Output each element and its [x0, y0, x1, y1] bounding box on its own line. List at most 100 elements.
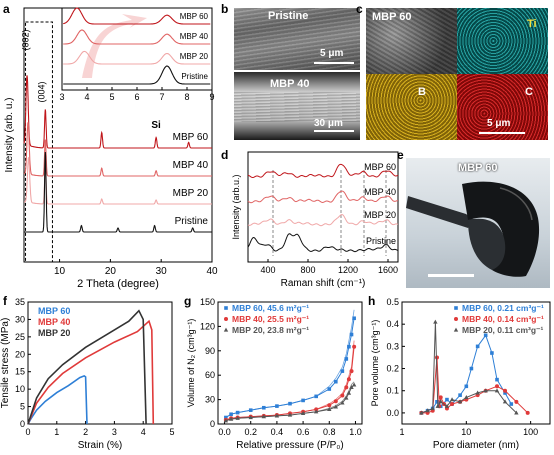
pore-legend-marker: [454, 317, 458, 321]
xrd-xtick-label: 10: [54, 266, 66, 277]
tensile-ytick-label: 30: [15, 314, 25, 324]
xrd-zoom-box: [25, 21, 53, 263]
tensile-ytick-label: 35: [15, 297, 25, 307]
raman-xtick-label: 1600: [378, 265, 398, 275]
eds-label-b: B: [418, 86, 426, 98]
panel-letter-h: h: [368, 294, 376, 308]
pore-xtick-label: 10: [461, 427, 471, 437]
bet-point: [344, 395, 349, 400]
bet-point: [288, 401, 292, 406]
pore-point: [503, 391, 507, 395]
panel-letter-a: a: [3, 2, 10, 16]
bet-ytick-label: 0: [210, 419, 215, 429]
tensile-ytick-label: 20: [15, 349, 25, 359]
xrd-inset-series-label: MBP 60: [180, 12, 209, 21]
bet-legend-marker: [224, 317, 228, 321]
tensile-xtick-label: 2: [83, 427, 88, 437]
pore-ylabel: Pore volume (cm³g⁻¹): [370, 320, 380, 407]
pore-xtick-label: 1: [399, 427, 404, 437]
xrd-annotation-002: (002): [21, 29, 31, 50]
flexible-film-illustration: [406, 181, 540, 277]
pore-legend-marker: [454, 306, 458, 310]
xrd-inset-series-3: [63, 65, 211, 85]
bet-point: [340, 369, 345, 373]
pore-point: [509, 402, 514, 406]
raman-series-0: [247, 163, 399, 178]
bet-xtick-label: 0.2: [244, 427, 257, 437]
bet-legend-marker: [224, 306, 228, 310]
raman-xtick-label: 1200: [338, 265, 358, 275]
pore-series-2: [421, 321, 517, 414]
bet-ytick-label: 60: [205, 370, 215, 380]
bet-point: [223, 418, 229, 423]
pore-series-0: [421, 334, 512, 414]
bet-xtick-label: 0.6: [297, 427, 310, 437]
sem-top-scale-bar: [314, 62, 354, 64]
bet-xtick-label: 0.4: [271, 427, 284, 437]
bet-point: [300, 411, 306, 416]
xrd-series-2: [24, 157, 212, 205]
xrd-inset-series-label: Pristine: [181, 72, 208, 81]
bet-legend-marker: [223, 327, 229, 332]
bet-legend-2: MBP 20, 23.8 m²g⁻¹: [232, 325, 309, 335]
panel-c-eds-b: B: [366, 74, 457, 140]
sem-bottom-scale-bar: [314, 130, 354, 132]
pore-legend-0: MBP 60, 0.21 cm³g⁻¹: [462, 303, 544, 313]
pore-point: [438, 395, 443, 400]
bet-point: [347, 344, 351, 349]
raman-series-label: MBP 20: [364, 210, 396, 220]
xrd-inset-series-label: MBP 20: [180, 52, 209, 61]
sem-bottom-label: MBP 40: [270, 78, 310, 90]
bet-point: [274, 413, 280, 418]
pore-point: [430, 406, 435, 411]
pore-xlabel: Pore diameter (nm): [433, 440, 519, 451]
tensile-xtick-label: 3: [112, 427, 117, 437]
bet-point: [235, 410, 240, 415]
bet-point: [349, 369, 354, 374]
pore-point: [464, 394, 469, 399]
raman-series-label: MBP 40: [364, 187, 396, 197]
tensile-xlabel: Strain (%): [78, 440, 122, 451]
panel-letter-g: g: [184, 294, 192, 308]
pore-point: [457, 399, 463, 404]
eds-label-c: C: [525, 86, 533, 98]
pore-point: [433, 319, 438, 324]
bet-point: [229, 412, 233, 417]
raman-xtick-label: 400: [260, 265, 275, 275]
eds-label-mbp60: MBP 60: [372, 11, 412, 23]
bet-point: [228, 416, 234, 421]
bet-point: [224, 415, 228, 420]
bet-point: [351, 382, 357, 387]
xrd-inset-xtick-label: 7: [159, 92, 164, 102]
bet-xtick-label: 0.8: [323, 427, 336, 437]
panel-h-pore-chart: 1 10 100 0.0 0.1 0.2 0.3 0.4 0.5 Pore diameter (n…: [370, 297, 551, 451]
panel-e-photo: MBP 60: [406, 158, 550, 288]
panel-b-sem-pristine: Pristine 5 μm: [234, 8, 360, 70]
tensile-series-0: [27, 374, 88, 425]
bet-frame: [217, 301, 363, 425]
bet-point: [334, 379, 338, 384]
xrd-annotation-si: Si: [151, 120, 161, 131]
bet-legend-0: MBP 60, 45.6 m²g⁻¹: [232, 303, 309, 313]
pore-point: [434, 355, 439, 360]
panel-c-eds-ti: Ti: [457, 8, 548, 74]
tensile-series-2: [27, 309, 147, 425]
panel-letter-f: f: [3, 294, 7, 308]
pore-point: [450, 402, 455, 407]
xrd-inset-xtick-label: 4: [84, 92, 89, 102]
tensile-xtick-label: 4: [141, 427, 146, 437]
xrd-xtick-label: 40: [206, 266, 218, 277]
panel-letter-c: c: [356, 2, 363, 16]
xrd-inset-xtick-label: 8: [184, 92, 189, 102]
pore-ytick-label: 0.0: [386, 408, 399, 418]
sem-bottom-scale-label: 30 μm: [314, 118, 343, 129]
pore-ytick-label: 0.4: [386, 319, 399, 329]
tensile-xtick-label: 0: [25, 427, 30, 437]
bet-point: [346, 377, 351, 382]
pore-point: [483, 388, 488, 393]
xrd-series-3: [24, 151, 212, 233]
panel-letter-d: d: [221, 148, 229, 162]
panel-d-raman-chart: 400 800 1200 1600 Raman shift (cm⁻¹) Intensit…: [231, 151, 399, 289]
xrd-annotation-004: (004): [36, 81, 46, 102]
